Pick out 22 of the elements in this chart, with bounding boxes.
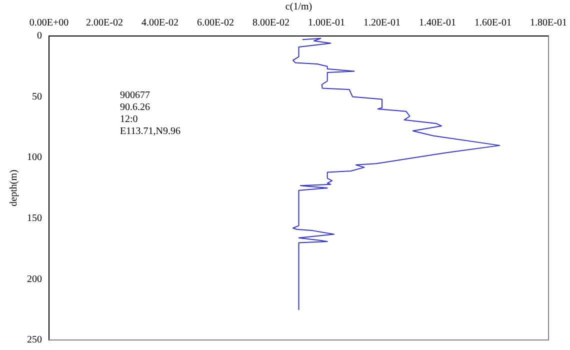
x-tick-label: 8.00E-02 bbox=[252, 18, 290, 29]
x-tick-label: 1.00E-01 bbox=[308, 18, 345, 29]
y-tick-label: 0 bbox=[37, 30, 42, 42]
y-tick-label: 50 bbox=[32, 91, 42, 102]
annotation: E113.71,N9.96 bbox=[120, 126, 180, 138]
x-axis-title: c(1/m) bbox=[285, 2, 312, 13]
annotation: 90.6.26 bbox=[120, 102, 151, 114]
x-tick-label: 4.00E-02 bbox=[142, 18, 178, 29]
y-tick-label: 200 bbox=[27, 274, 42, 285]
x-tick-label: 0.00E+00 bbox=[29, 18, 69, 29]
x-tick-label: 1.20E-01 bbox=[364, 18, 400, 29]
x-tick-label: 6.00E-02 bbox=[197, 18, 234, 29]
annotation: 900677 bbox=[120, 90, 151, 102]
y-axis-title: depth(m) bbox=[8, 170, 20, 206]
x-tick-label: 1.40E-01 bbox=[419, 18, 456, 29]
y-tick-label: 150 bbox=[27, 213, 42, 224]
x-tick-label: 2.00E-02 bbox=[86, 18, 123, 29]
x-tick-label: 1.60E-01 bbox=[474, 18, 512, 29]
annotation: 12:0 bbox=[120, 114, 139, 126]
y-tick-label: 100 bbox=[27, 152, 42, 164]
y-tick-label: 250 bbox=[27, 334, 42, 346]
x-tick-label: 1.80E-01 bbox=[530, 18, 568, 29]
